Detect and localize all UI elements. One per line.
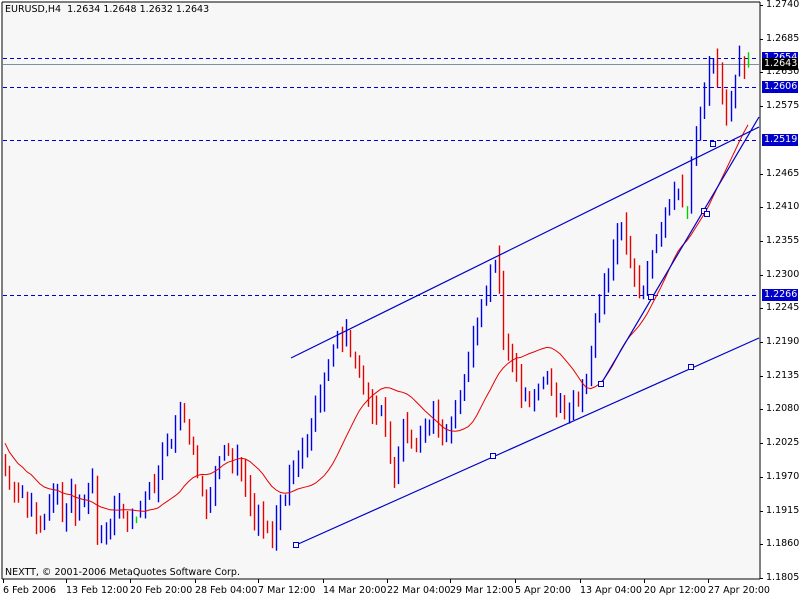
price-axis-label: 1.2190 bbox=[766, 336, 800, 348]
price-axis-label: 1.1860 bbox=[766, 538, 800, 550]
plot-area[interactable] bbox=[2, 2, 759, 578]
price-axis-label: 1.2740 bbox=[766, 0, 800, 10]
price-axis-label: 1.2300 bbox=[766, 268, 800, 280]
time-axis-label: 13 Apr 04:00 bbox=[580, 585, 642, 596]
price-axis-label: 1.2410 bbox=[766, 201, 800, 213]
price-axis-label: 1.2630 bbox=[766, 66, 800, 78]
hline-price-tag: 1.2606 bbox=[762, 81, 798, 94]
trendline-steep-support bbox=[600, 116, 760, 385]
price-axis-label: 1.2135 bbox=[766, 369, 800, 381]
current-price-tag: 1.2643 bbox=[762, 58, 798, 71]
time-axis-label: 13 Feb 12:00 bbox=[66, 585, 129, 596]
anchor-point-icon bbox=[704, 211, 710, 217]
time-axis-label: 14 Mar 20:00 bbox=[323, 585, 387, 596]
anchor-point-icon bbox=[688, 364, 694, 370]
price-axis-label: 1.1805 bbox=[766, 572, 800, 583]
price-axis-label: 1.2025 bbox=[766, 437, 800, 449]
trendline-channel-lower bbox=[295, 337, 760, 546]
time-axis-label: 20 Apr 12:00 bbox=[644, 585, 706, 596]
time-axis-label: 20 Feb 20:00 bbox=[130, 585, 193, 596]
anchor-point-icon bbox=[648, 294, 654, 300]
price-axis-label: 1.1915 bbox=[766, 504, 800, 516]
price-axis-label: 1.2355 bbox=[766, 234, 800, 246]
price-axis-label: 1.2465 bbox=[766, 167, 800, 179]
time-axis-label: 29 Mar 12:00 bbox=[450, 585, 514, 596]
time-axis-label: 28 Feb 04:00 bbox=[195, 585, 258, 596]
anchor-point-icon bbox=[490, 453, 496, 459]
time-axis-label: 6 Feb 2006 bbox=[3, 585, 57, 596]
price-axis-label: 1.1970 bbox=[766, 470, 800, 482]
price-axis-label: 1.2685 bbox=[766, 32, 800, 44]
hline-price-tag: 1.2519 bbox=[762, 134, 798, 147]
time-axis-label: 7 Mar 12:00 bbox=[258, 585, 316, 596]
price-axis-label: 1.2080 bbox=[766, 403, 800, 415]
hline-price-tag: 1.2266 bbox=[762, 289, 798, 302]
time-axis-label: 27 Apr 20:00 bbox=[708, 585, 770, 596]
chart-header-ohlc: EURUSD,H4 1.2634 1.2648 1.2632 1.2643 bbox=[5, 4, 210, 15]
price-axis-label: 1.2575 bbox=[766, 100, 800, 112]
time-axis-label: 5 Apr 20:00 bbox=[515, 585, 571, 596]
price-axis-label: 1.2245 bbox=[766, 302, 800, 314]
copyright-text: NEXTT, © 2001-2006 MetaQuotes Software C… bbox=[5, 567, 240, 578]
moving-average-line bbox=[4, 124, 749, 512]
anchor-point-icon bbox=[293, 542, 299, 548]
anchor-point-icon bbox=[710, 141, 716, 147]
time-axis-label: 22 Mar 04:00 bbox=[387, 585, 451, 596]
anchor-point-icon bbox=[598, 381, 604, 387]
trendline-channel-upper bbox=[290, 126, 760, 359]
